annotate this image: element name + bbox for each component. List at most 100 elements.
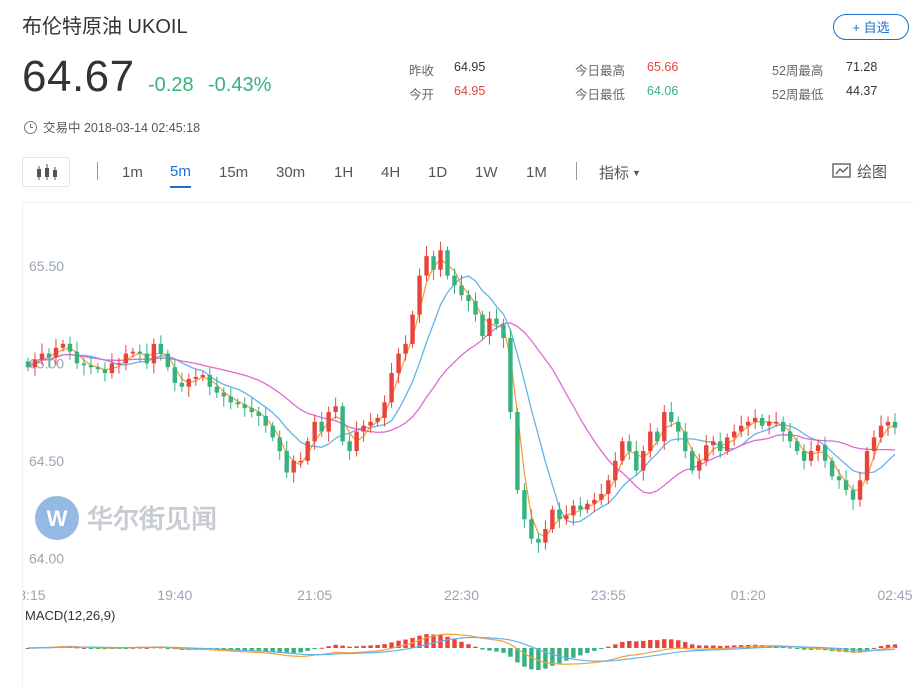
candle-body <box>298 460 303 463</box>
macd-bar <box>347 646 352 648</box>
macd-bar <box>662 639 667 648</box>
period-1h[interactable]: 1H <box>334 164 354 181</box>
candle-body <box>836 476 842 481</box>
macd-bar <box>718 645 723 648</box>
candle-body <box>683 431 688 452</box>
candle-body <box>270 425 275 438</box>
macd-label: MACD(12,26,9) <box>25 608 115 623</box>
candle-body <box>305 441 310 461</box>
candle-body <box>389 373 394 403</box>
macd-bar <box>494 648 499 652</box>
macd-bar <box>102 648 108 650</box>
candle-body <box>599 493 604 500</box>
candle-body <box>578 505 583 510</box>
candle-body <box>459 285 464 296</box>
candle-body <box>326 412 331 432</box>
candle-body <box>235 402 240 405</box>
candle-body <box>130 351 136 354</box>
chart-area[interactable]: 65.50 65.00 64.50 64.00 18:15 19:40 21:05 22:3… <box>10 202 913 687</box>
macd-bar <box>396 640 401 648</box>
w52-low-value: 44.37 <box>846 84 878 98</box>
low-label: 今日最低 <box>575 88 626 102</box>
macd-bar <box>731 645 737 648</box>
caret-down-icon: ▼ <box>632 168 641 178</box>
watermark: W 华尔街见闻 <box>35 496 217 540</box>
candle-body <box>711 441 716 446</box>
candle-body <box>67 343 73 352</box>
macd-bar <box>130 647 136 649</box>
macd-bar <box>375 645 380 648</box>
macd-bar <box>738 645 744 648</box>
y-tick-label: 65.00 <box>29 355 64 371</box>
candle-body <box>340 406 345 442</box>
period-1m[interactable]: 1m <box>122 164 143 181</box>
macd-bar <box>850 648 856 653</box>
macd-bar <box>522 648 527 667</box>
candle-body <box>207 375 212 387</box>
indicator-dropdown[interactable]: 指标 ▼ <box>599 158 641 188</box>
period-30m[interactable]: 30m <box>276 164 306 181</box>
candle-body <box>396 353 401 374</box>
candle-body <box>662 412 667 442</box>
candle-body <box>487 318 492 337</box>
candle-body <box>892 421 898 428</box>
candle-body <box>501 324 506 338</box>
draw-button[interactable]: 绘图 <box>832 158 887 188</box>
candle-body <box>885 421 891 426</box>
period-1w[interactable]: 1W <box>475 164 498 181</box>
candle-body <box>641 451 646 471</box>
candle-body <box>780 421 786 432</box>
macd-bar <box>697 645 702 648</box>
macd-bar <box>305 648 310 651</box>
macd-bar <box>389 642 394 648</box>
macd-bar <box>382 644 387 648</box>
period-15m[interactable]: 15m <box>219 164 249 181</box>
open-value: 64.95 <box>454 84 486 98</box>
macd-bar <box>445 636 450 648</box>
macd-dea-line <box>27 636 896 662</box>
period-1mo[interactable]: 1M <box>526 164 547 181</box>
add-watchlist-button[interactable]: + 自选 <box>833 14 909 40</box>
candle-body <box>256 412 261 416</box>
candle-body <box>382 402 387 418</box>
ma-long-line <box>27 322 896 494</box>
high-label: 今日最高 <box>575 64 626 78</box>
candle-body <box>123 353 129 364</box>
macd-bar <box>878 646 884 648</box>
candle-body <box>878 425 884 438</box>
candle-body <box>515 412 520 491</box>
macd-bar <box>368 645 373 648</box>
macd-bar <box>501 648 506 653</box>
macd-bar <box>641 640 646 648</box>
last-price: 64.67 <box>22 52 135 101</box>
macd-bar <box>606 646 611 648</box>
candle-body <box>529 519 534 539</box>
macd-bar <box>655 640 660 648</box>
w52-low-label: 52周最低 <box>772 88 824 102</box>
macd-bar <box>683 642 688 648</box>
macd-bar <box>242 648 247 651</box>
period-4h[interactable]: 4H <box>381 164 401 181</box>
candle-body <box>815 445 821 452</box>
price-change-pct: -0.43% <box>208 74 272 96</box>
candle-body <box>347 441 352 452</box>
period-5m[interactable]: 5m <box>170 158 191 188</box>
macd-bar <box>808 648 814 650</box>
candle-body <box>752 417 758 422</box>
candle-body <box>676 421 681 432</box>
period-1d[interactable]: 1D <box>428 164 448 181</box>
chart-type-button[interactable] <box>22 157 70 187</box>
macd-bar <box>326 646 331 648</box>
macd-bar <box>801 648 807 650</box>
candle-body <box>669 412 674 422</box>
macd-bar <box>864 648 870 650</box>
macd-bar <box>263 648 268 652</box>
candle-body <box>39 353 45 360</box>
macd-bar <box>557 648 562 664</box>
macd-bar <box>249 648 254 651</box>
macd-bar <box>885 644 891 648</box>
x-tick-label: 18:15 <box>23 587 46 603</box>
candle-body <box>445 250 450 276</box>
candlestick-icon <box>37 164 57 180</box>
macd-bar <box>298 648 303 653</box>
